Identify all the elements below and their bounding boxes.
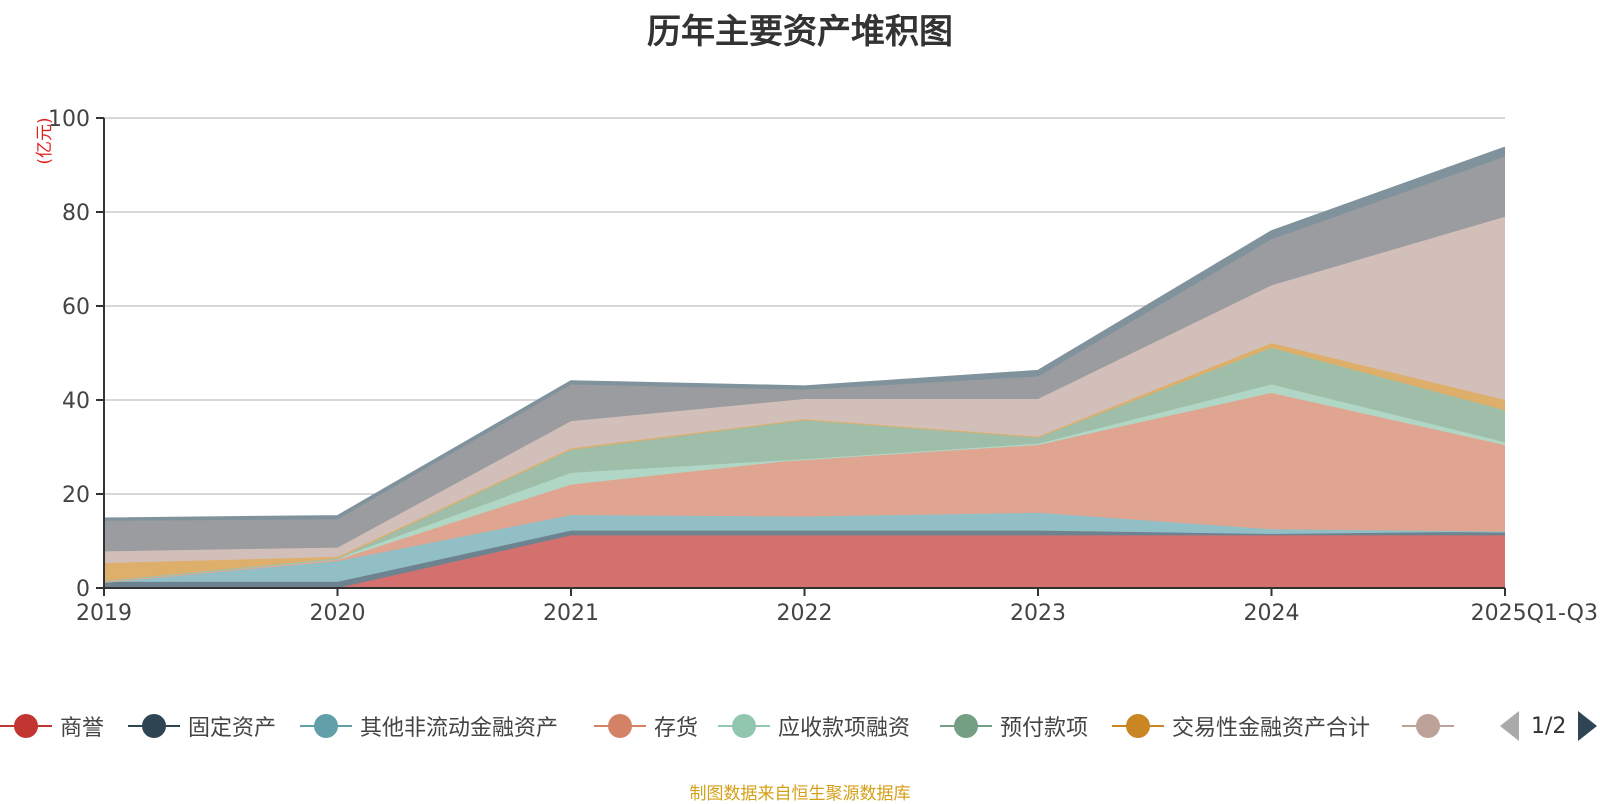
area-series-6[interactable]	[104, 343, 1505, 581]
area-series-3[interactable]	[104, 392, 1505, 582]
x-tick-label: 2021	[543, 601, 599, 626]
legend-label: 预付款项	[1000, 716, 1089, 741]
legend-pager: 1/2	[1500, 708, 1598, 744]
area-series-2[interactable]	[104, 512, 1505, 582]
legend-item[interactable]: 商誉	[0, 708, 104, 744]
data-source-note: 制图数据来自恒生聚源数据库	[689, 784, 911, 804]
legend-marker-icon	[940, 708, 992, 744]
legend-marker-icon	[1402, 708, 1454, 744]
x-tick-label: 2019	[76, 601, 132, 626]
legend-marker-icon	[718, 708, 770, 744]
legend-label: 应收款项融资	[778, 716, 911, 741]
legend-item[interactable]: 应收款项融资	[718, 708, 910, 744]
legend-label: 其他非流动金融资产	[360, 716, 559, 741]
legend-marker-icon	[594, 708, 646, 744]
legend-item[interactable]	[1402, 708, 1462, 744]
legend-label: 交易性金融资产合计	[1172, 716, 1371, 741]
legend-next-page-icon[interactable]	[1578, 711, 1598, 741]
y-tick-label: 0	[76, 577, 90, 602]
legend-marker-icon	[1112, 708, 1164, 744]
y-axis-label: (亿元)	[35, 117, 55, 164]
x-tick-label: 2020	[310, 601, 366, 626]
legend-label: 存货	[654, 716, 699, 741]
legend-page-indicator: 1/2	[1531, 713, 1567, 739]
y-tick-label: 20	[62, 483, 90, 508]
y-tick-label: 80	[62, 201, 90, 226]
y-tick-label: 100	[48, 107, 90, 132]
legend-label: 商誉	[60, 716, 105, 741]
area-series-0[interactable]	[104, 535, 1505, 588]
legend-item[interactable]: 交易性金融资产合计	[1112, 708, 1370, 744]
x-tick-label: 2024	[1244, 601, 1300, 626]
chart-title: 历年主要资产堆积图	[647, 12, 953, 52]
legend-marker-icon	[128, 708, 180, 744]
legend-marker-icon	[300, 708, 352, 744]
legend-label: 固定资产	[188, 716, 277, 741]
y-tick-label: 40	[62, 389, 90, 414]
x-tick-label: 2023	[1010, 601, 1066, 626]
legend-item[interactable]: 其他非流动金融资产	[300, 708, 558, 744]
x-tick-label: 2022	[777, 601, 833, 626]
area-series-line-9	[103, 146, 1506, 520]
x-tick-label: 2025Q1-Q3	[1471, 601, 1598, 626]
legend-item[interactable]: 存货	[594, 708, 698, 744]
legend-marker-icon	[0, 708, 52, 744]
legend-prev-page-icon[interactable]	[1500, 711, 1519, 741]
area-series-5[interactable]	[104, 347, 1505, 581]
y-tick-label: 60	[62, 295, 90, 320]
legend-item[interactable]: 固定资产	[128, 708, 276, 744]
legend: 商誉 固定资产 其他非流动金融资产 存货 应收款项融资 预付款项 交易性金融资产合计	[0, 708, 1600, 744]
legend-item[interactable]: 预付款项	[940, 708, 1088, 744]
